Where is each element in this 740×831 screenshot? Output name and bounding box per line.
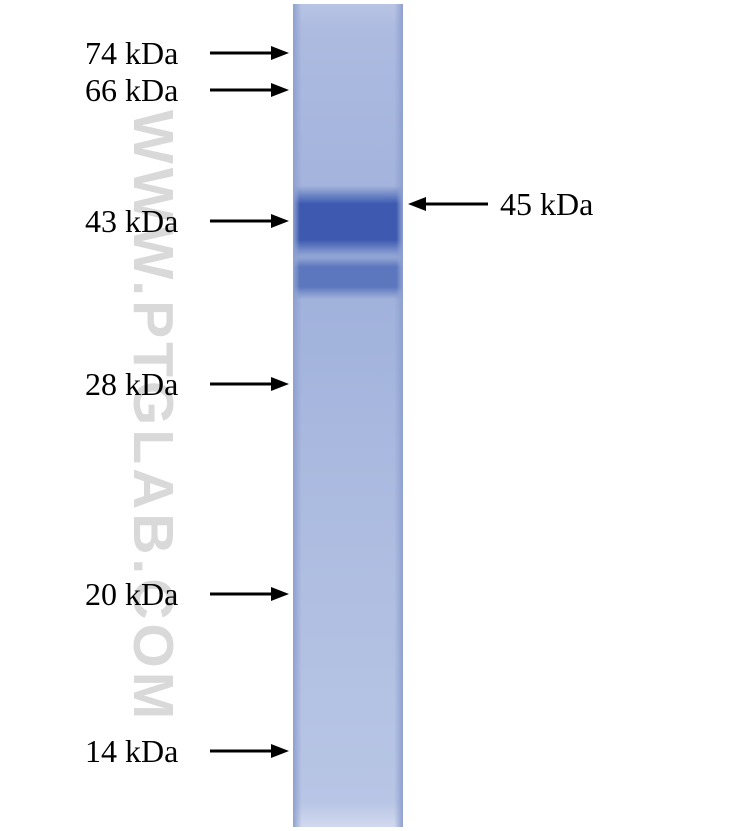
marker-arrow xyxy=(208,585,291,603)
marker-arrow xyxy=(208,375,291,393)
watermark: WWW.PTGLAB.COM xyxy=(120,110,186,723)
marker-arrow xyxy=(406,195,490,213)
mw-marker-label: 14 kDa xyxy=(85,733,178,770)
gel-lane xyxy=(293,4,403,827)
gel-figure: WWW.PTGLAB.COM 74 kDa66 kDa 43 kDa 28 kDa 20… xyxy=(0,0,740,831)
marker-arrow xyxy=(208,212,291,230)
mw-marker-label: 66 kDa xyxy=(85,72,178,109)
mw-marker-label: 43 kDa xyxy=(85,203,178,240)
mw-marker-label: 74 kDa xyxy=(85,35,178,72)
mw-marker-label: 28 kDa xyxy=(85,366,178,403)
marker-arrow xyxy=(208,81,291,99)
protein-band xyxy=(293,255,403,299)
marker-arrow xyxy=(208,44,291,62)
mw-marker-label: 20 kDa xyxy=(85,576,178,613)
marker-arrow xyxy=(208,742,291,760)
protein-band xyxy=(293,186,403,258)
detected-band-label: 45 kDa xyxy=(500,186,593,223)
